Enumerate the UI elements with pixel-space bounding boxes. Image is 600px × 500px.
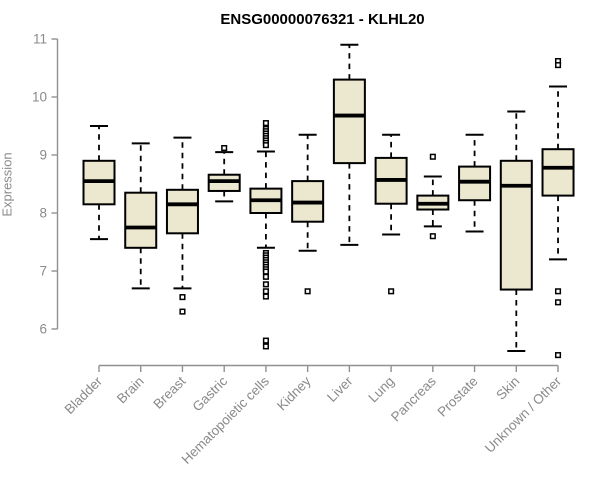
outlier-point xyxy=(262,293,269,300)
outlier-point xyxy=(262,273,269,280)
x-category-label-liver: Liver xyxy=(324,373,356,405)
outlier-point xyxy=(554,299,562,306)
y-tick-label: 9 xyxy=(39,148,47,163)
outlier-point xyxy=(262,343,269,350)
outlier-point xyxy=(429,233,436,240)
iqr-box xyxy=(332,78,366,165)
iqr-box xyxy=(541,148,575,197)
y-tick-label: 6 xyxy=(39,322,47,337)
outlier-point xyxy=(554,352,562,359)
x-category-label-gastric: Gastric xyxy=(189,373,230,414)
outlier-point xyxy=(179,308,186,315)
y-axis: 6 7 8 9 10 11 xyxy=(32,32,59,337)
iqr-box xyxy=(124,191,158,249)
outlier-point xyxy=(179,294,186,301)
outlier-point xyxy=(554,62,562,69)
x-category-label-kidney: Kidney xyxy=(274,373,314,413)
box-bladder xyxy=(82,125,116,241)
outlier-point xyxy=(221,144,228,152)
box-skin xyxy=(499,110,533,353)
box-liver xyxy=(332,43,366,246)
outlier-point xyxy=(262,120,269,127)
x-category-label-unknown-other: Unknown / Other xyxy=(482,373,565,456)
outlier-point xyxy=(388,288,395,295)
x-category-label-skin: Skin xyxy=(493,374,522,403)
outlier-point xyxy=(262,281,269,288)
y-tick-label: 11 xyxy=(33,32,47,47)
y-tick-label: 7 xyxy=(39,264,47,279)
x-category-label-pancreas: Pancreas xyxy=(388,373,439,424)
box-brain xyxy=(124,142,158,290)
iqr-box xyxy=(499,159,533,291)
outlier-point xyxy=(262,288,269,295)
x-category-label-lung: Lung xyxy=(365,374,397,406)
box-prostate xyxy=(458,133,492,233)
iqr-box xyxy=(165,188,199,235)
x-category-label-prostate: Prostate xyxy=(435,374,481,420)
outlier-point xyxy=(429,153,436,160)
x-category-label-breast: Breast xyxy=(150,373,188,411)
y-tick-label: 8 xyxy=(39,206,47,221)
chart-title: ENSG00000076321 - KLHL20 xyxy=(220,11,425,28)
y-tick-label: 10 xyxy=(32,90,47,105)
outlier-point xyxy=(262,268,269,275)
box-kidney xyxy=(291,133,325,295)
box-hematopoietic-cells xyxy=(249,120,283,350)
box-pancreas xyxy=(416,153,450,240)
box-gastric xyxy=(207,144,241,203)
outlier-point xyxy=(262,337,269,344)
x-category-label-bladder: Bladder xyxy=(62,373,106,417)
box-breast xyxy=(165,136,199,315)
outlier-point xyxy=(262,142,269,149)
box-lung xyxy=(374,133,408,295)
outlier-point xyxy=(304,288,311,295)
box-unknown-other xyxy=(541,57,575,359)
x-category-label-brain: Brain xyxy=(114,374,147,407)
outlier-point xyxy=(554,288,562,295)
